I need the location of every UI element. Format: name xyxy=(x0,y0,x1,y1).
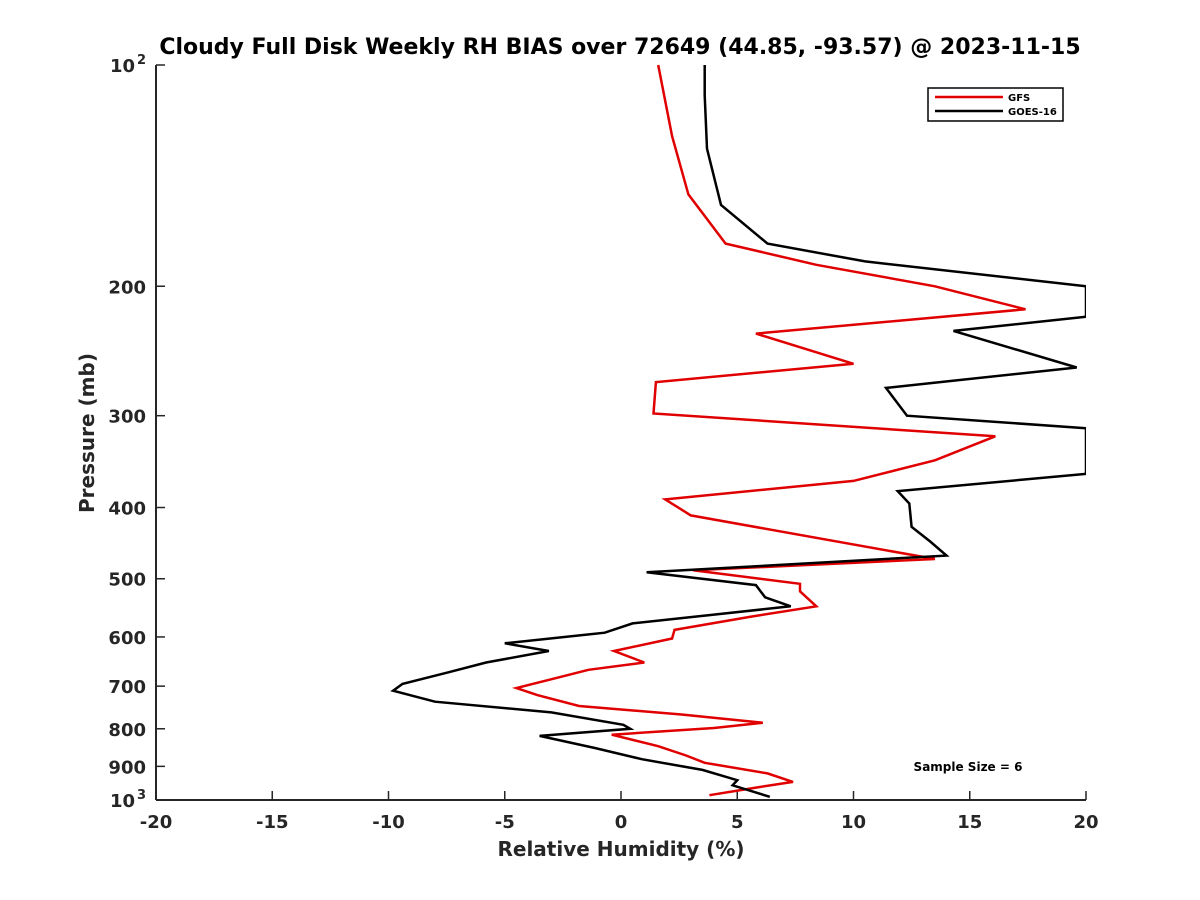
legend-box xyxy=(927,87,1064,122)
x-axis-label: Relative Humidity (%) xyxy=(497,837,744,861)
y-tick-label: 10 xyxy=(110,56,135,77)
legend: GFS GOES-16 xyxy=(927,87,1064,122)
y-tick-label: 300 xyxy=(108,407,146,428)
x-axis-ticks: -20 -15 -10 -5 0 5 10 15 20 xyxy=(140,791,1099,833)
y-tick-label: 10 xyxy=(110,791,135,812)
x-tick-label: 15 xyxy=(957,812,982,833)
x-tick-label: -5 xyxy=(495,812,515,833)
y-axis-label: Pressure (mb) xyxy=(75,353,99,513)
y-tick-label: 800 xyxy=(108,720,146,741)
plot-area xyxy=(390,64,1086,798)
y-tick-label: 400 xyxy=(108,499,146,520)
x-tick-label: 0 xyxy=(615,812,628,833)
y-tick-label: 900 xyxy=(108,757,146,778)
x-tick-label: -20 xyxy=(140,812,173,833)
y-tick-label: 200 xyxy=(108,277,146,298)
x-tick-label: -10 xyxy=(372,812,405,833)
chart-title: Cloudy Full Disk Weekly RH BIAS over 726… xyxy=(159,35,1080,60)
legend-goes16-label: GOES-16 xyxy=(1008,107,1057,118)
x-tick-label: 5 xyxy=(731,812,744,833)
sample-size-annotation: Sample Size = 6 xyxy=(914,760,1023,774)
y-tick-exponent: 3 xyxy=(137,788,146,803)
y-tick-label: 700 xyxy=(108,677,146,698)
x-tick-label: 20 xyxy=(1073,812,1098,833)
y-tick-exponent: 2 xyxy=(137,53,146,68)
series-line-gfs xyxy=(511,64,1026,797)
y-tick-label: 600 xyxy=(108,628,146,649)
x-tick-label: -15 xyxy=(256,812,289,833)
series-line-goes-16 xyxy=(390,65,1086,798)
x-tick-label: 10 xyxy=(841,812,866,833)
legend-gfs-label: GFS xyxy=(1008,93,1030,104)
y-tick-label: 500 xyxy=(108,570,146,591)
